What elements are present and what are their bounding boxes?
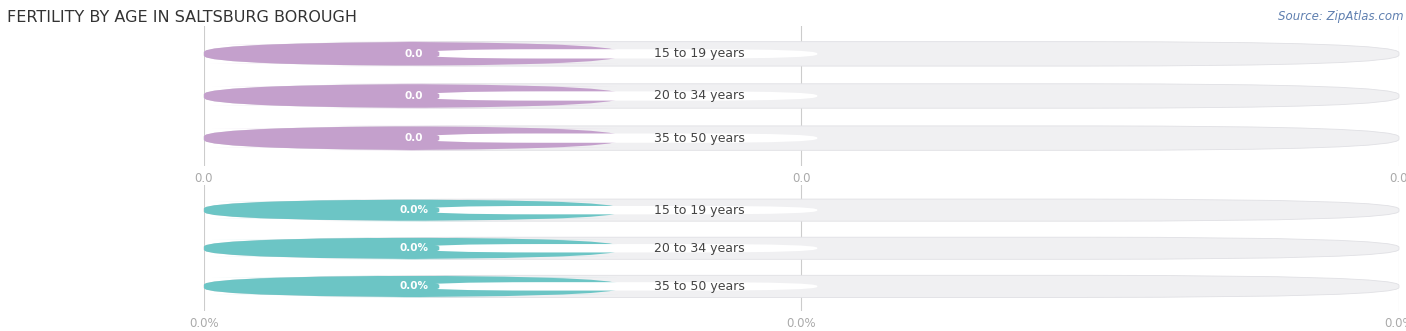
Text: 20 to 34 years: 20 to 34 years xyxy=(654,242,745,255)
Text: 0.0: 0.0 xyxy=(1389,172,1406,185)
FancyBboxPatch shape xyxy=(209,240,619,257)
Text: 0.0: 0.0 xyxy=(405,91,423,101)
FancyBboxPatch shape xyxy=(204,275,1399,298)
Text: Source: ZipAtlas.com: Source: ZipAtlas.com xyxy=(1278,10,1403,23)
Text: 15 to 19 years: 15 to 19 years xyxy=(654,204,745,216)
FancyBboxPatch shape xyxy=(422,91,817,101)
Text: 0.0%: 0.0% xyxy=(1384,317,1406,330)
FancyBboxPatch shape xyxy=(204,42,620,66)
FancyBboxPatch shape xyxy=(422,244,817,253)
FancyBboxPatch shape xyxy=(422,133,817,143)
FancyBboxPatch shape xyxy=(204,237,620,259)
Text: 0.0: 0.0 xyxy=(405,133,423,143)
FancyBboxPatch shape xyxy=(422,282,817,291)
Text: 15 to 19 years: 15 to 19 years xyxy=(654,47,745,60)
FancyBboxPatch shape xyxy=(204,84,1399,108)
FancyBboxPatch shape xyxy=(209,44,619,64)
Text: 0.0%: 0.0% xyxy=(188,317,219,330)
Text: 0.0: 0.0 xyxy=(405,49,423,59)
Text: 0.0%: 0.0% xyxy=(786,317,817,330)
FancyBboxPatch shape xyxy=(204,84,620,108)
Text: 0.0: 0.0 xyxy=(792,172,811,185)
FancyBboxPatch shape xyxy=(209,202,619,219)
FancyBboxPatch shape xyxy=(204,237,1399,259)
Text: 35 to 50 years: 35 to 50 years xyxy=(654,280,745,293)
FancyBboxPatch shape xyxy=(204,42,1399,66)
FancyBboxPatch shape xyxy=(209,86,619,106)
FancyBboxPatch shape xyxy=(422,206,817,214)
FancyBboxPatch shape xyxy=(209,278,619,295)
FancyBboxPatch shape xyxy=(204,199,620,221)
FancyBboxPatch shape xyxy=(204,275,620,298)
Text: 0.0%: 0.0% xyxy=(399,281,429,291)
FancyBboxPatch shape xyxy=(204,126,620,150)
FancyBboxPatch shape xyxy=(204,199,1399,221)
Text: 20 to 34 years: 20 to 34 years xyxy=(654,89,745,103)
Text: FERTILITY BY AGE IN SALTSBURG BOROUGH: FERTILITY BY AGE IN SALTSBURG BOROUGH xyxy=(7,10,357,25)
FancyBboxPatch shape xyxy=(204,126,1399,150)
FancyBboxPatch shape xyxy=(422,49,817,59)
Text: 0.0%: 0.0% xyxy=(399,243,429,253)
Text: 35 to 50 years: 35 to 50 years xyxy=(654,132,745,145)
Text: 0.0: 0.0 xyxy=(194,172,214,185)
FancyBboxPatch shape xyxy=(209,128,619,148)
Text: 0.0%: 0.0% xyxy=(399,205,429,215)
